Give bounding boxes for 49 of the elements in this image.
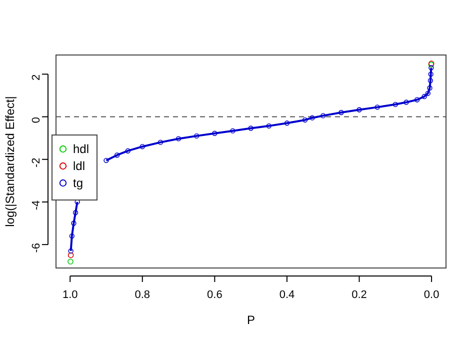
point: [248, 126, 254, 131]
point: [212, 130, 218, 136]
point: [194, 133, 200, 139]
y-tick-label: -4: [30, 200, 43, 210]
point: [356, 107, 362, 112]
y-tick-label: -2: [30, 158, 43, 168]
y-tick-label: 2: [30, 74, 43, 81]
x-tick-label: 0.2: [352, 288, 367, 301]
point: [428, 78, 434, 84]
point: [392, 102, 398, 108]
point: [320, 113, 326, 118]
point: [72, 210, 78, 216]
point: [125, 148, 131, 154]
point: [68, 248, 74, 254]
y-tick-label: 0: [30, 117, 43, 124]
point: [176, 136, 182, 142]
point: [140, 144, 145, 150]
point: [104, 158, 109, 164]
legend-label: hdl: [73, 142, 90, 156]
point: [428, 65, 434, 70]
point: [69, 233, 75, 239]
x-tick-label: 0.0: [424, 288, 440, 301]
point: [414, 97, 420, 102]
legend-label: tg: [73, 176, 84, 190]
point: [428, 72, 434, 77]
y-tick-label: -6: [30, 242, 43, 253]
x-tick-label: 0.4: [279, 288, 295, 301]
x-tick-label: 1.0: [62, 288, 78, 301]
point: [427, 85, 432, 91]
point: [266, 123, 272, 129]
point: [422, 94, 427, 100]
y-axis-title: log(|Standardized Effect|: [3, 96, 17, 227]
point: [310, 115, 315, 120]
point: [338, 110, 344, 116]
point: [425, 90, 431, 96]
point: [230, 128, 236, 134]
x-tick-label: 0.6: [207, 288, 222, 301]
x-axis-title: P: [246, 313, 256, 327]
point: [158, 140, 164, 145]
point: [284, 120, 290, 126]
x-tick-label: 0.8: [134, 288, 150, 301]
point: [68, 252, 74, 258]
point: [374, 104, 380, 110]
point: [404, 100, 409, 105]
point: [302, 117, 308, 123]
point: [71, 220, 76, 226]
point: [68, 258, 74, 265]
point: [114, 152, 120, 158]
legend-label: ldl: [73, 159, 86, 174]
